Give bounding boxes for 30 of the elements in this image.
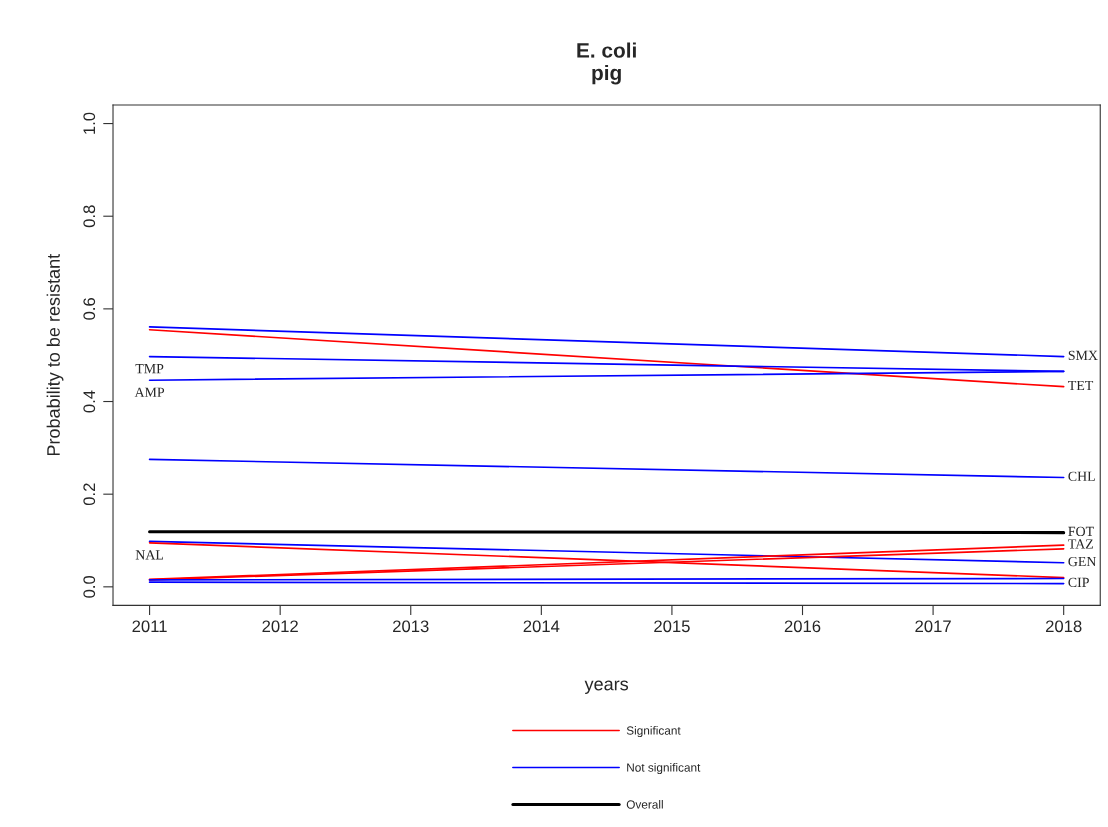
x-tick-label: 2011 bbox=[132, 620, 167, 633]
x-tick-label: 2017 bbox=[915, 620, 951, 633]
x-tick-label: 2014 bbox=[523, 620, 560, 633]
x-tick-label: 2015 bbox=[654, 620, 690, 633]
x-tick-label: 2018 bbox=[1045, 620, 1082, 633]
y-tick-label: 0.8 bbox=[83, 205, 96, 228]
text: Overall bbox=[626, 800, 663, 809]
series-label: SMX bbox=[1068, 350, 1098, 361]
y-tick-label: 0.2 bbox=[83, 483, 96, 506]
series-label: AMP bbox=[134, 387, 165, 397]
x-tick-label: 2013 bbox=[393, 620, 429, 633]
y-tick-label: 0.6 bbox=[83, 298, 96, 320]
chart-title: E. coli pig bbox=[577, 42, 636, 85]
series-label: CIP bbox=[1068, 577, 1089, 588]
y-tick-label: 0.0 bbox=[83, 575, 96, 598]
x-axis-title: years bbox=[584, 680, 629, 694]
y-tick-label: 1.0 bbox=[83, 112, 96, 134]
y-tick-label: 0.4 bbox=[83, 390, 96, 413]
series-label: TAZ bbox=[1068, 539, 1093, 549]
series-label: CHL bbox=[1068, 471, 1095, 481]
series-label: FOT bbox=[1068, 526, 1094, 537]
text: Not significant bbox=[627, 763, 701, 775]
text: Significant bbox=[626, 726, 681, 738]
series-label: GEN bbox=[1068, 556, 1097, 567]
x-tick-label: 2012 bbox=[262, 620, 298, 633]
series-label: NAL bbox=[135, 550, 164, 560]
series-label: TET bbox=[1068, 380, 1094, 391]
y-axis-title: Probability to be resistant bbox=[46, 253, 64, 456]
x-tick-label: 2016 bbox=[784, 620, 821, 633]
series-label: TMP bbox=[135, 364, 164, 374]
